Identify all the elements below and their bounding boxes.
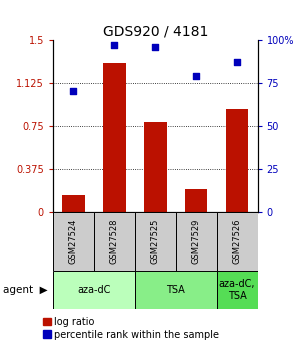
Text: TSA: TSA <box>166 285 185 295</box>
Text: aza-dC,
TSA: aza-dC, TSA <box>219 279 255 300</box>
FancyBboxPatch shape <box>176 212 217 271</box>
Point <box>153 44 158 49</box>
Text: GSM27526: GSM27526 <box>233 219 241 264</box>
Bar <box>185 189 208 212</box>
FancyBboxPatch shape <box>217 271 258 309</box>
FancyBboxPatch shape <box>135 271 217 309</box>
Bar <box>226 109 248 212</box>
Point <box>194 73 198 79</box>
Text: GSM27525: GSM27525 <box>151 219 160 264</box>
Title: GDS920 / 4181: GDS920 / 4181 <box>103 24 208 39</box>
Bar <box>144 122 167 212</box>
Point <box>71 89 76 94</box>
FancyBboxPatch shape <box>94 212 135 271</box>
Point <box>112 42 117 48</box>
Text: GSM27529: GSM27529 <box>192 219 201 264</box>
Legend: log ratio, percentile rank within the sample: log ratio, percentile rank within the sa… <box>43 317 219 339</box>
FancyBboxPatch shape <box>53 212 94 271</box>
FancyBboxPatch shape <box>53 271 135 309</box>
Point <box>235 59 239 65</box>
Text: GSM27524: GSM27524 <box>69 219 78 264</box>
Bar <box>62 195 85 212</box>
FancyBboxPatch shape <box>135 212 176 271</box>
Text: agent  ▶: agent ▶ <box>3 285 48 295</box>
FancyBboxPatch shape <box>217 212 258 271</box>
Text: aza-dC: aza-dC <box>77 285 111 295</box>
Text: GSM27528: GSM27528 <box>110 219 119 264</box>
Bar <box>103 63 126 212</box>
